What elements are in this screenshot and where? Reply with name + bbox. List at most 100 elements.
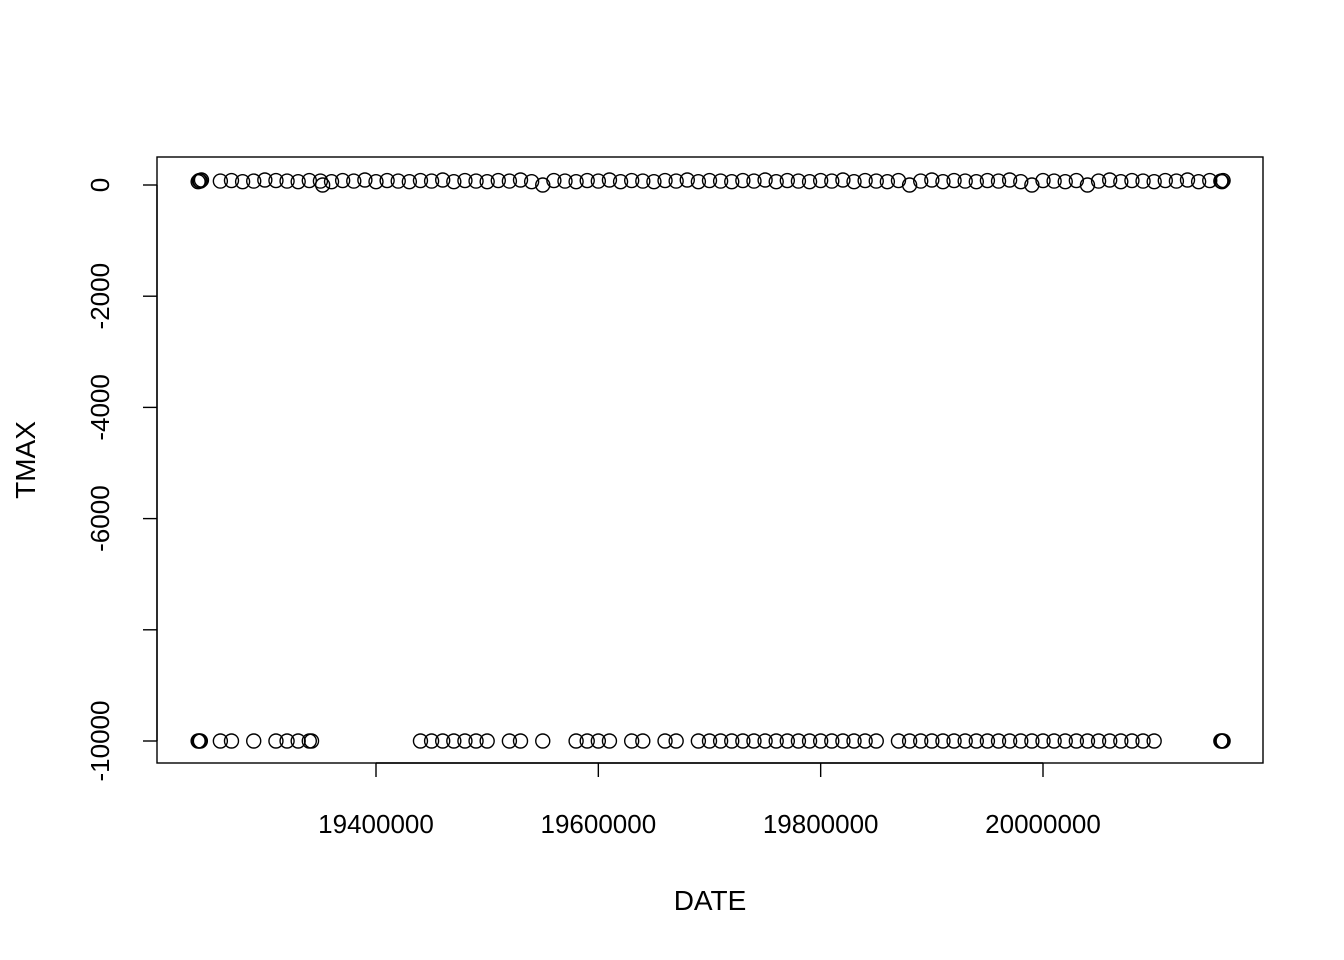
- data-point: [357, 172, 373, 188]
- data-point: [1124, 733, 1140, 749]
- data-point: [801, 173, 818, 190]
- x-tick-label: 19800000: [763, 809, 879, 839]
- data-point: [1214, 173, 1230, 190]
- data-point: [1035, 733, 1051, 749]
- data-point: [268, 172, 284, 189]
- data-point: [301, 172, 317, 189]
- data-point: [1179, 172, 1196, 188]
- x-axis: 19400000 19600000 19800000 20000000: [318, 762, 1101, 839]
- data-point: [990, 733, 1007, 749]
- data-point: [757, 172, 773, 188]
- data-point: [1101, 172, 1118, 188]
- data-point: [824, 733, 840, 749]
- data-point: [379, 172, 395, 189]
- data-point: [412, 733, 429, 749]
- data-point: [979, 172, 996, 189]
- data-point: [701, 733, 718, 749]
- data-point: [1190, 173, 1207, 190]
- data-point: [935, 173, 951, 190]
- y-tick-label: 0: [85, 178, 115, 192]
- data-point: [812, 733, 829, 749]
- data-point: [1024, 177, 1040, 193]
- data-point: [712, 173, 729, 189]
- data-point: [646, 173, 662, 190]
- data-point: [1046, 733, 1062, 749]
- data-point: [512, 172, 529, 188]
- data-point: [1101, 733, 1118, 749]
- data-point: [468, 733, 484, 749]
- data-point: [457, 733, 473, 749]
- data-point: [435, 172, 451, 188]
- y-axis: 0 -2000 -4000 -6000 -10000: [85, 178, 158, 781]
- data-point: [746, 733, 762, 749]
- data-point: [690, 173, 707, 190]
- data-point: [1214, 733, 1230, 749]
- data-point: [779, 733, 796, 749]
- data-point: [192, 733, 209, 749]
- data-points: [190, 172, 1231, 749]
- data-point: [468, 173, 484, 189]
- data-point: [390, 173, 406, 189]
- data-point: [768, 733, 784, 749]
- data-point: [924, 733, 940, 749]
- data-point: [290, 173, 306, 190]
- data-point: [946, 733, 962, 749]
- data-point: [868, 733, 884, 749]
- data-point: [623, 733, 640, 749]
- data-point: [1079, 177, 1096, 193]
- data-point: [246, 733, 262, 749]
- x-tick-label: 19400000: [318, 809, 434, 839]
- data-point: [790, 173, 807, 189]
- data-point: [846, 733, 862, 749]
- data-point: [435, 733, 451, 749]
- data-point: [1215, 172, 1231, 189]
- data-point: [890, 733, 907, 749]
- data-point: [501, 173, 518, 189]
- data-point: [346, 173, 362, 189]
- data-point: [268, 733, 284, 749]
- y-axis-title: TMAX: [10, 421, 41, 499]
- data-point: [1001, 733, 1018, 749]
- data-point: [913, 733, 929, 749]
- data-point: [968, 173, 984, 190]
- data-point: [601, 733, 618, 749]
- data-point: [234, 173, 251, 190]
- data-point: [1135, 733, 1151, 749]
- data-point: [724, 173, 740, 190]
- data-point: [746, 173, 762, 189]
- plot-frame: [156, 156, 1264, 764]
- data-point: [212, 733, 229, 749]
- data-point: [913, 173, 929, 189]
- data-point: [990, 173, 1007, 189]
- data-point: [768, 173, 784, 190]
- data-point: [1113, 173, 1129, 190]
- data-point: [1124, 172, 1140, 189]
- data-point: [1068, 172, 1085, 189]
- data-point: [523, 173, 540, 190]
- data-point: [1079, 733, 1096, 749]
- data-point: [423, 733, 440, 749]
- data-point: [535, 733, 551, 749]
- data-point: [535, 177, 551, 193]
- data-point: [1057, 733, 1073, 749]
- data-point: [635, 173, 651, 189]
- data-point: [223, 733, 240, 749]
- data-point: [1146, 733, 1162, 749]
- data-point: [846, 173, 862, 190]
- data-point: [579, 172, 595, 189]
- data-point: [824, 173, 840, 189]
- data-point: [334, 172, 351, 189]
- data-point: [568, 733, 584, 749]
- data-point: [835, 172, 851, 188]
- data-point: [446, 173, 462, 190]
- y-tick-label: -4000: [85, 374, 115, 441]
- data-point: [312, 173, 329, 189]
- data-point: [701, 172, 718, 189]
- data-point: [901, 733, 918, 749]
- data-point: [512, 733, 529, 749]
- data-point: [1090, 733, 1107, 749]
- data-point: [601, 172, 618, 188]
- x-tick-label: 19600000: [540, 809, 656, 839]
- data-point: [501, 733, 518, 749]
- data-point: [579, 733, 595, 749]
